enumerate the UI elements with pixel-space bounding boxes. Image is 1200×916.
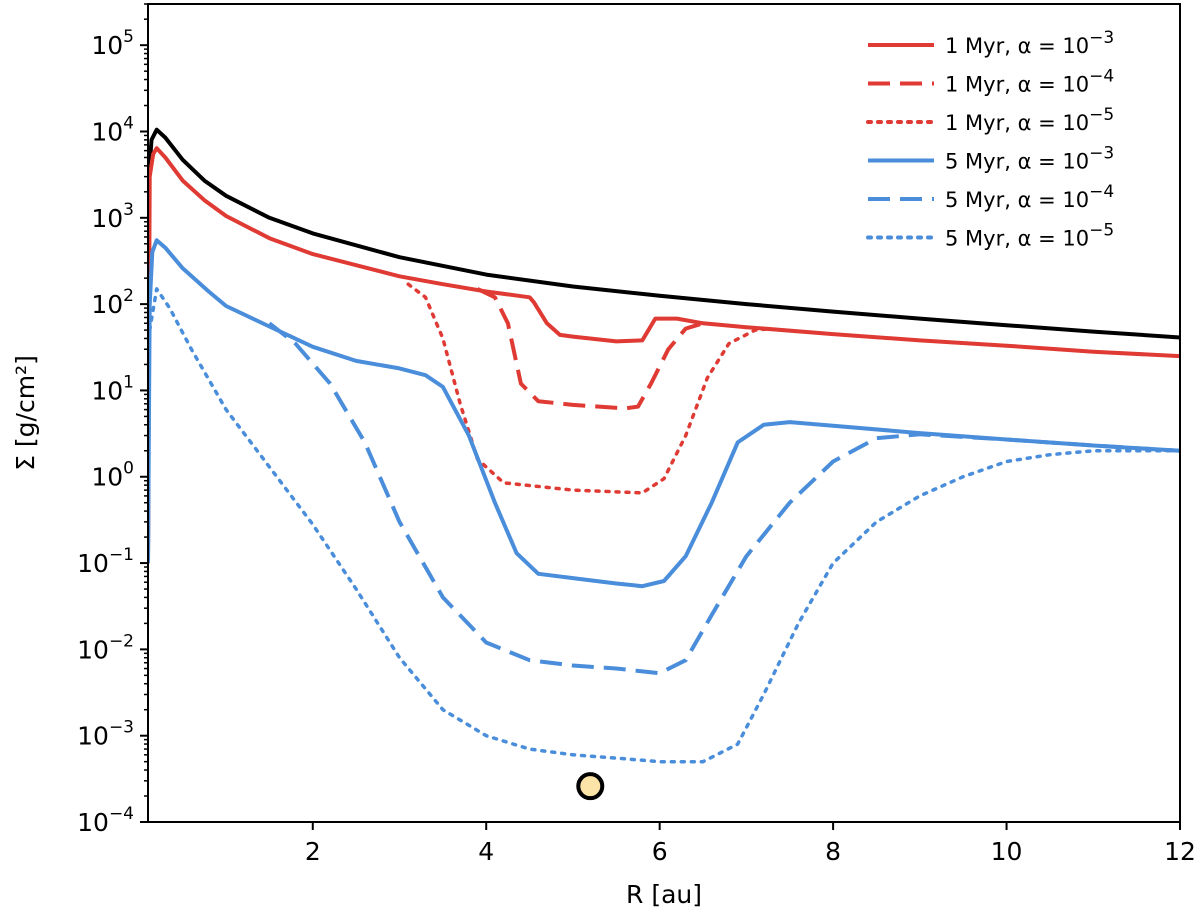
marker-layer [576,772,605,801]
y-tick-label: 100 [91,459,134,492]
legend-label-1myr-a5: 1 Myr, α = 10−5 [945,105,1114,135]
y-tick-label: 104 [91,113,134,146]
legend-label-5myr-a3: 5 Myr, α = 10−3 [945,144,1114,174]
x-tick-label: 4 [478,837,494,866]
series-line-1myr-a3 [148,146,1180,564]
legend-label-1myr-a4: 1 Myr, α = 10−4 [945,67,1114,97]
y-tick-label: 105 [91,27,134,60]
series-line-5myr-a4 [268,321,1180,676]
y-tick-label: 103 [91,200,134,233]
y-tick-label: 10−2 [77,631,134,664]
plot-frame [147,3,1181,823]
x-axis-label: R [au] [626,880,702,909]
x-tick-label: 10 [991,837,1023,866]
y-tick-label: 10−4 [77,804,134,837]
y-tick-label: 10−1 [77,545,134,578]
x-tick-label: 8 [825,837,841,866]
series-line-1myr-a4 [476,287,704,411]
series-line-5myr-a3 [148,238,1180,589]
legend: 1 Myr, α = 10−3 1 Myr, α = 10−4 1 Myr, α =… [866,28,1114,251]
x-tick-label: 12 [1164,837,1196,866]
x-tick-label: 2 [305,837,321,866]
y-tick-label: 10−3 [77,718,134,751]
legend-label-1myr-a3: 1 Myr, α = 10−3 [945,28,1114,58]
curves [148,127,1180,764]
y-axis-label: Σ [g/cm²] [11,355,40,471]
planet-marker [576,772,605,801]
series-line-initial [148,127,1180,564]
y-tick-label: 102 [91,286,134,319]
x-axis: 2 4 6 8 10 12 [305,822,1196,866]
legend-label-5myr-a4: 5 Myr, α = 10−4 [945,182,1114,212]
series-line-1myr-a5 [406,282,775,495]
y-tick-label: 101 [91,372,134,405]
legend-label-5myr-a5: 5 Myr, α = 10−5 [945,221,1114,251]
y-axis: 10−4 10−3 10−2 10−1 100 101 102 103 104 105 [77,3,148,837]
x-tick-label: 6 [652,837,668,866]
